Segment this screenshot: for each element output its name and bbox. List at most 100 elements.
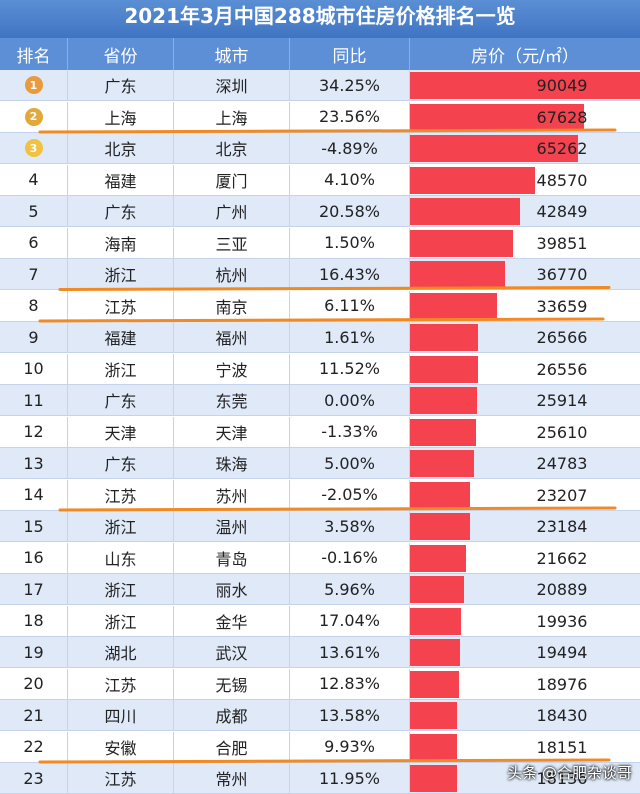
city-cell: 宁波 [174,353,290,385]
price-label: 25610 [536,422,588,442]
province-cell: 天津 [68,416,174,448]
price-bar [410,733,457,761]
city-cell: 无锡 [174,668,290,700]
table-row: 13 广东 珠海 5.00% 24783 [0,448,640,479]
city-cell: 北京 [174,133,290,164]
yoy-cell: 12.83% [290,668,410,700]
price-cell: 33659 [410,291,640,322]
yoy-cell: 5.00% [290,448,410,479]
rank-cell: 6 [0,227,68,259]
city-cell: 三亚 [174,227,290,259]
table-row: 5 广东 广州 20.58% 42849 [0,196,640,227]
header-province: 省份 [68,38,174,70]
price-cell: 42849 [410,196,640,227]
table-row: 6 海南 三亚 1.50% 39851 [0,227,640,259]
province-cell: 浙江 [68,574,174,605]
price-label: 20889 [536,580,588,599]
price-cell: 19494 [410,637,640,668]
city-cell: 青岛 [174,542,290,574]
price-label: 24783 [536,454,588,473]
table-row: 19 湖北 武汉 13.61% 19494 [0,637,640,668]
header-yoy: 同比 [290,38,410,70]
price-cell: 18430 [410,700,640,731]
province-cell: 江苏 [68,290,174,322]
rank-medal-icon: 1 [24,76,43,94]
price-label: 33659 [536,296,588,316]
price-bar [410,229,513,257]
table-row: 12 天津 天津 -1.33% 25610 [0,416,640,448]
price-bar [410,450,474,477]
price-label: 67628 [536,107,588,127]
city-cell: 苏州 [174,479,290,511]
table-row: 21 四川 成都 13.58% 18430 [0,700,640,731]
price-cell: 24783 [410,448,640,479]
rank-cell: 1 [0,70,68,101]
rank-cell: 8 [0,290,68,322]
rank-cell: 17 [0,574,68,605]
price-cell: 18151 [410,732,640,763]
price-label: 23184 [536,517,588,536]
yoy-cell: 0.00% [290,385,410,416]
title-bar: 2021年3月中国288城市住房价格排名一览 [0,0,640,38]
city-cell: 金华 [174,605,290,637]
city-cell: 福州 [174,322,290,353]
table-row: 8 江苏 南京 6.11% 33659 [0,290,640,322]
price-cell: 23207 [410,480,640,511]
price-bar [410,198,521,225]
price-label: 19494 [536,643,588,662]
rank-cell: 5 [0,196,68,227]
price-label: 23207 [536,485,588,505]
price-bar [410,576,464,603]
city-cell: 丽水 [174,574,290,605]
rank-cell: 12 [0,416,68,448]
price-cell: 20889 [410,574,640,605]
rank-medal-icon: 2 [24,107,43,126]
table-row: 4 福建 厦门 4.10% 48570 [0,164,640,196]
price-label: 48570 [536,170,588,190]
yoy-cell: 13.61% [290,637,410,668]
yoy-cell: 13.58% [290,700,410,731]
price-cell: 26566 [410,322,640,353]
yoy-cell: 16.43% [290,259,410,290]
rank-cell: 22 [0,731,68,763]
price-label: 26566 [536,328,588,347]
province-cell: 广东 [68,448,174,479]
province-cell: 安徽 [68,731,174,763]
city-cell: 杭州 [174,259,290,290]
rank-cell: 7 [0,259,68,290]
province-cell: 广东 [68,385,174,416]
price-label: 36770 [536,265,588,284]
table-row: 7 浙江 杭州 16.43% 36770 [0,259,640,290]
price-label: 21662 [536,548,588,568]
table-row: 9 福建 福州 1.61% 26566 [0,322,640,353]
price-bar [410,607,462,635]
price-cell: 65262 [410,133,640,164]
price-label: 42849 [536,202,588,221]
header-rank: 排名 [0,38,68,70]
rank-cell: 18 [0,605,68,637]
province-cell: 福建 [68,164,174,196]
price-label: 65262 [536,139,588,158]
rank-cell: 20 [0,668,68,700]
city-cell: 深圳 [174,70,290,101]
price-label: 25914 [536,391,588,410]
rank-cell: 9 [0,322,68,353]
city-cell: 武汉 [174,637,290,668]
yoy-cell: 1.50% [290,227,410,259]
rank-cell: 4 [0,164,68,196]
province-cell: 江苏 [68,479,174,511]
city-cell: 厦门 [174,164,290,196]
price-cell: 36770 [410,259,640,290]
city-cell: 成都 [174,700,290,731]
province-cell: 四川 [68,700,174,731]
rank-cell: 21 [0,700,68,731]
province-cell: 浙江 [68,259,174,290]
province-cell: 湖北 [68,637,174,668]
price-cell: 25914 [410,385,640,416]
page-title: 2021年3月中国288城市住房价格排名一览 [124,4,516,28]
footer-watermark: 头条 @合肥杂谈哥 [507,764,632,782]
table-row: 22 安徽 合肥 9.93% 18151 [0,731,640,763]
table-row: 14 江苏 苏州 -2.05% 23207 [0,479,640,511]
table-row: 17 浙江 丽水 5.96% 20889 [0,574,640,605]
price-label: 18430 [536,706,588,725]
